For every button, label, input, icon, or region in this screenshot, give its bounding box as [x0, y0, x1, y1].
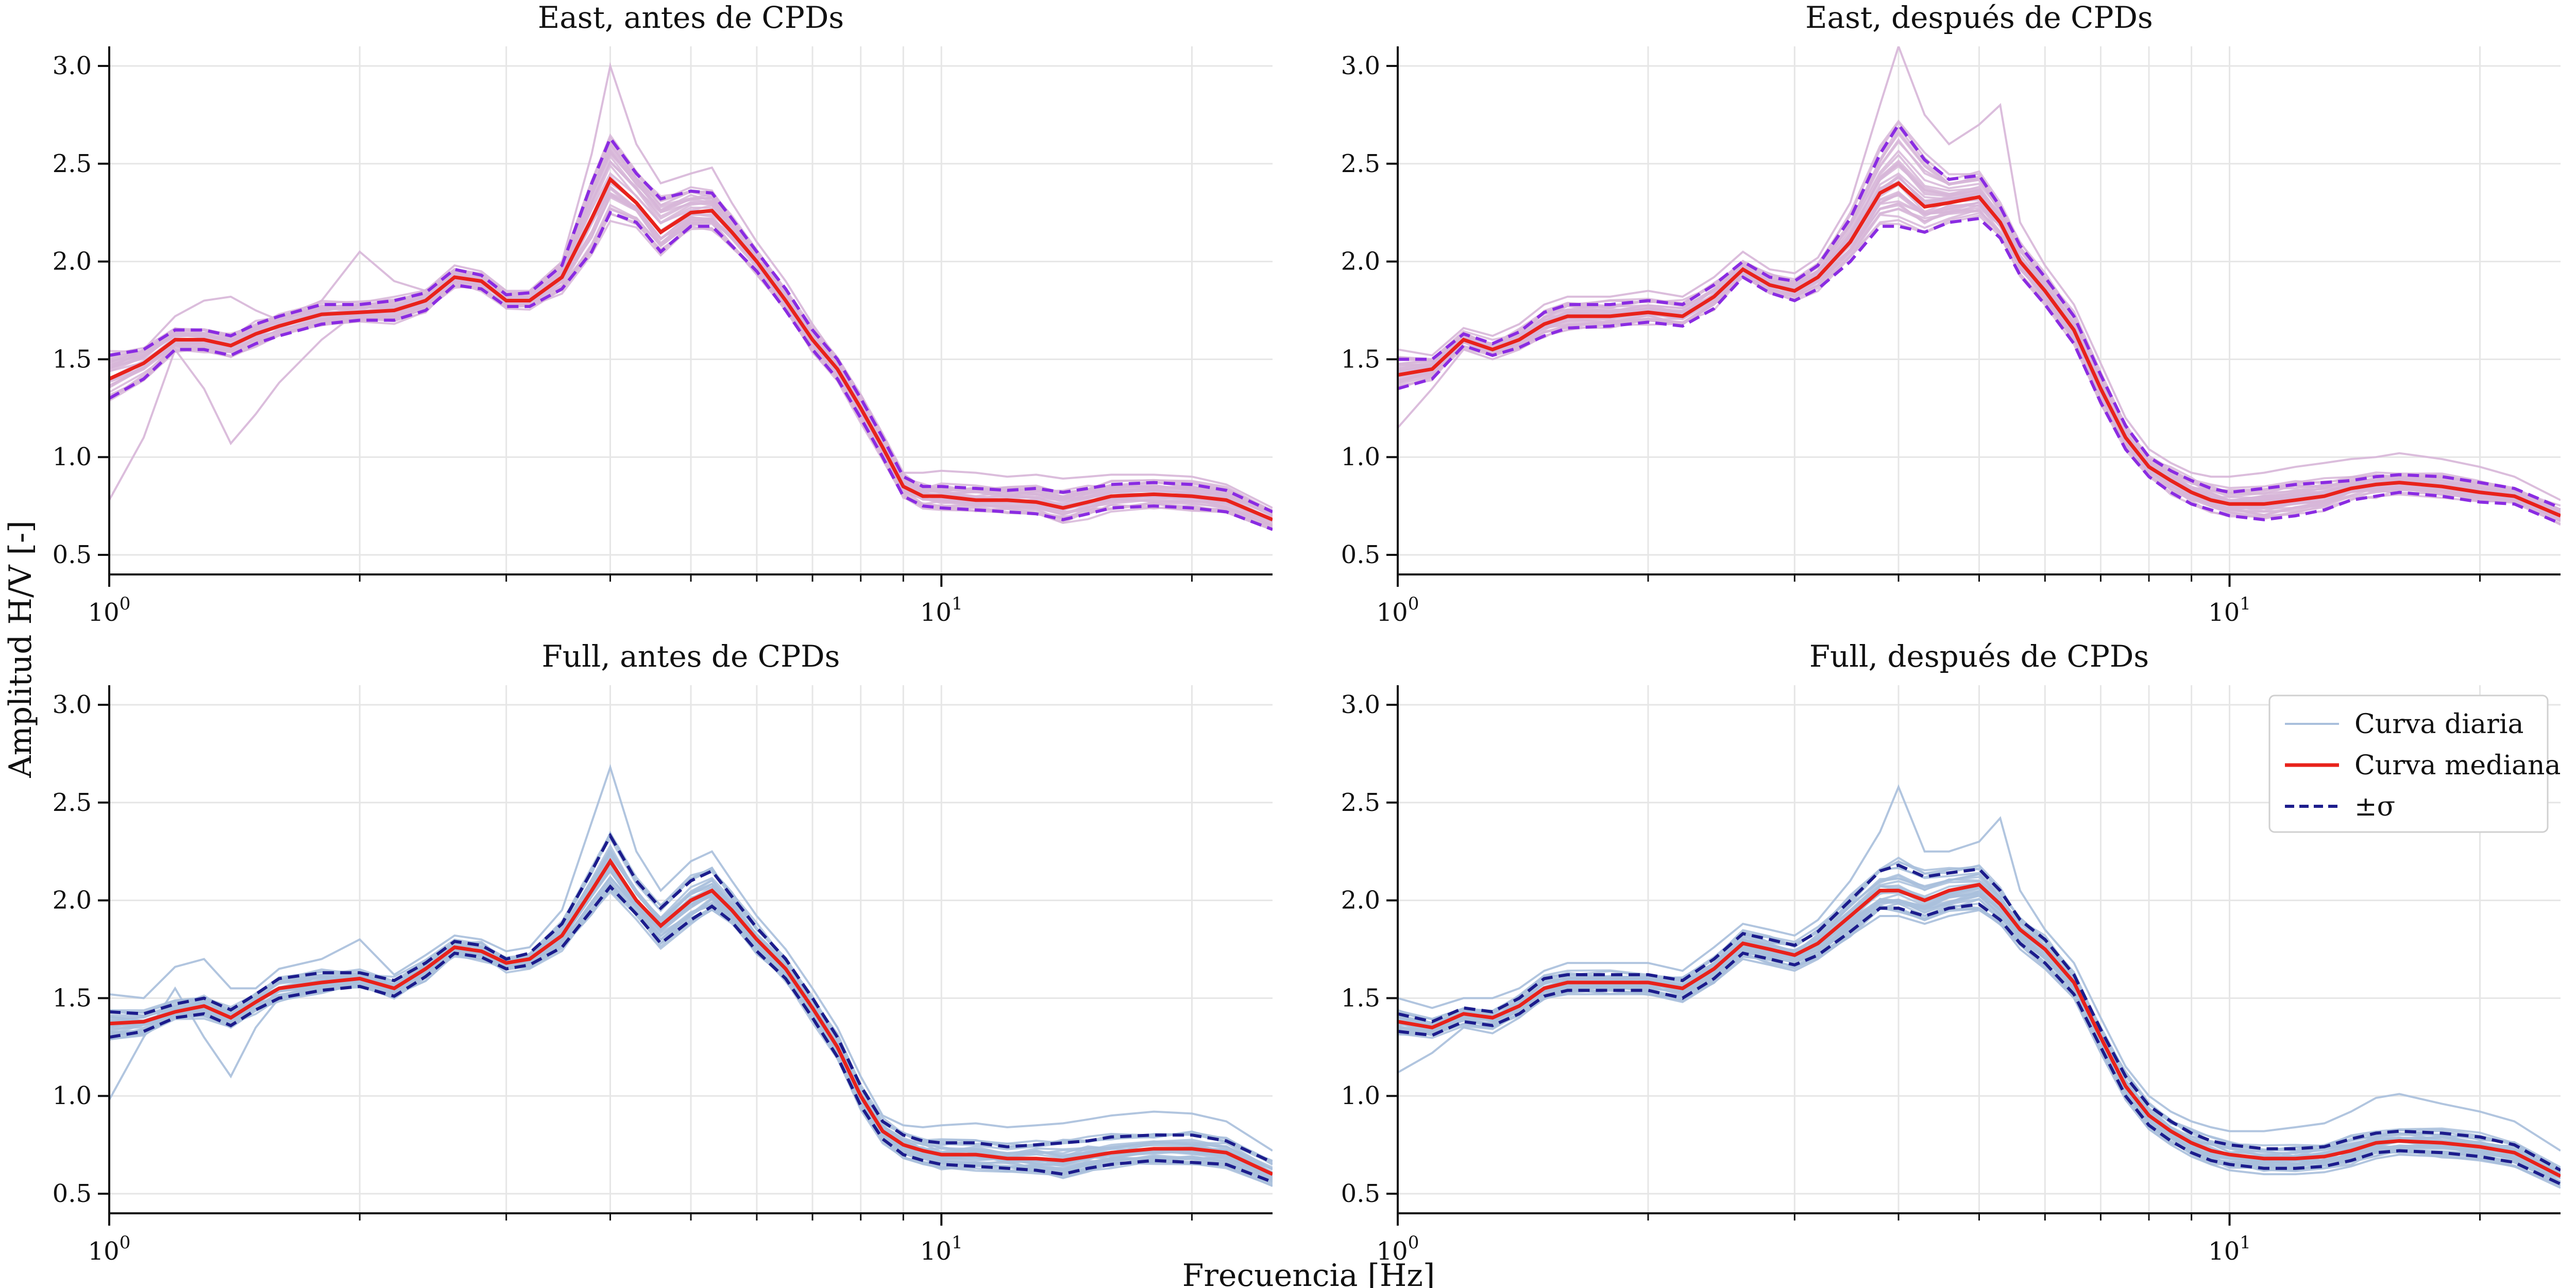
- panel-title: Full, antes de CPDs: [542, 639, 840, 674]
- y-tick-label: 1.0: [1341, 443, 1380, 471]
- y-tick-label: 3.0: [1341, 52, 1380, 80]
- daily-curve: [1398, 892, 2561, 1184]
- y-tick-label: 2.5: [1341, 149, 1380, 178]
- plot-area: [1398, 784, 2561, 1189]
- median-line: [109, 176, 1273, 521]
- panel-3: 100 101 0.5 1.0 1.5 2.0 2.5 3.0 Full, antes de C…: [53, 639, 1273, 1266]
- plot-area: [1398, 46, 2561, 526]
- daily-curve: [1398, 784, 2561, 1152]
- panel-2: 100 101 0.5 1.0 1.5 2.0 2.5 3.0 East, después de…: [1341, 0, 2561, 627]
- sigma-lower-line: [1398, 216, 2561, 526]
- y-tick-label: 3.0: [1341, 690, 1380, 719]
- daily-curve: [1398, 46, 2561, 501]
- legend: Curva diaria Curva mediana ±σ: [2268, 694, 2561, 833]
- daily-curve: [109, 142, 1273, 517]
- daily-curve: [1398, 132, 2561, 513]
- x-tick-label: 101: [920, 594, 963, 627]
- y-tick-label: 2.0: [1341, 886, 1380, 915]
- panel-1: 100 101 0.5 1.0 1.5 2.0 2.5 3.0 East, antes de C…: [53, 0, 1273, 627]
- daily-curve: [109, 192, 1273, 523]
- y-tick-label: 2.5: [1341, 788, 1380, 817]
- daily-curve: [109, 62, 1273, 509]
- y-tick-label: 0.5: [1341, 1179, 1380, 1208]
- median-line: [1398, 883, 2561, 1178]
- daily-curve: [109, 869, 1273, 1177]
- x-tick-label: 100: [1377, 594, 1419, 627]
- plot-area: [109, 62, 1273, 531]
- y-tick-label: 2.0: [53, 886, 92, 915]
- y-tick-label: 0.5: [53, 1179, 92, 1208]
- sigma-lower-line: [109, 884, 1273, 1184]
- y-tick-label: 1.5: [53, 984, 92, 1012]
- grid: [108, 46, 1273, 574]
- panel-title: East, después de CPDs: [1805, 0, 2153, 35]
- y-tick-label: 3.0: [53, 690, 92, 719]
- x-tick-label: 100: [1377, 1232, 1419, 1266]
- sigma-lower-line: [1398, 903, 2561, 1185]
- x-axis-label: Frecuencia [Hz]: [1182, 1258, 1435, 1288]
- daily-curve: [1398, 880, 2561, 1178]
- median-line: [1398, 181, 2561, 518]
- x-tick-label: 100: [88, 594, 131, 627]
- y-tick-label: 2.0: [1341, 247, 1380, 276]
- sigma-lower-line: [109, 210, 1273, 531]
- median-line: [109, 858, 1273, 1176]
- legend-daily-label: Curva diaria: [2354, 709, 2523, 740]
- legend-median-label: Curva mediana: [2354, 750, 2561, 781]
- daily-curve: [1398, 909, 2561, 1189]
- legend-sigma-label: ±σ: [2354, 791, 2395, 822]
- plot-area: [109, 764, 1273, 1187]
- daily-curve: [109, 847, 1273, 1168]
- x-tick-label: 101: [920, 1232, 963, 1266]
- daily-curve: [109, 154, 1273, 514]
- daily-curve: [109, 149, 1273, 514]
- panel-title: Full, después de CPDs: [1809, 639, 2149, 674]
- y-tick-label: 2.0: [53, 247, 92, 276]
- sigma-upper-line: [1398, 122, 2561, 510]
- y-tick-label: 0.5: [53, 540, 92, 569]
- panels: 100 101 0.5 1.0 1.5 2.0 2.5 3.0 East, antes de C…: [53, 0, 2561, 1266]
- sigma-upper-line: [109, 833, 1273, 1164]
- daily-curve: [1398, 192, 2561, 521]
- y-tick-label: 1.0: [53, 1081, 92, 1110]
- daily-curve: [109, 764, 1273, 1152]
- daily-curve: [1398, 873, 2561, 1175]
- x-tick-label: 101: [2208, 594, 2251, 627]
- y-tick-label: 1.5: [1341, 984, 1380, 1012]
- y-tick-label: 1.0: [1341, 1081, 1380, 1110]
- sigma-upper-line: [109, 135, 1273, 514]
- panel-title: East, antes de CPDs: [538, 0, 844, 35]
- y-tick-label: 3.0: [53, 52, 92, 80]
- y-axis-label: Amplitud H/V [-]: [3, 520, 39, 778]
- y-tick-label: 1.5: [1341, 345, 1380, 374]
- x-tick-label: 101: [2208, 1232, 2251, 1266]
- sigma-upper-line: [1398, 863, 2561, 1172]
- y-tick-label: 2.5: [53, 149, 92, 178]
- y-tick-label: 0.5: [1341, 540, 1380, 569]
- y-tick-label: 2.5: [53, 788, 92, 817]
- grid: [108, 685, 1273, 1213]
- y-tick-label: 1.5: [53, 345, 92, 374]
- y-tick-label: 1.0: [53, 443, 92, 471]
- legend-frame: [2268, 694, 2549, 833]
- x-tick-label: 100: [88, 1232, 131, 1266]
